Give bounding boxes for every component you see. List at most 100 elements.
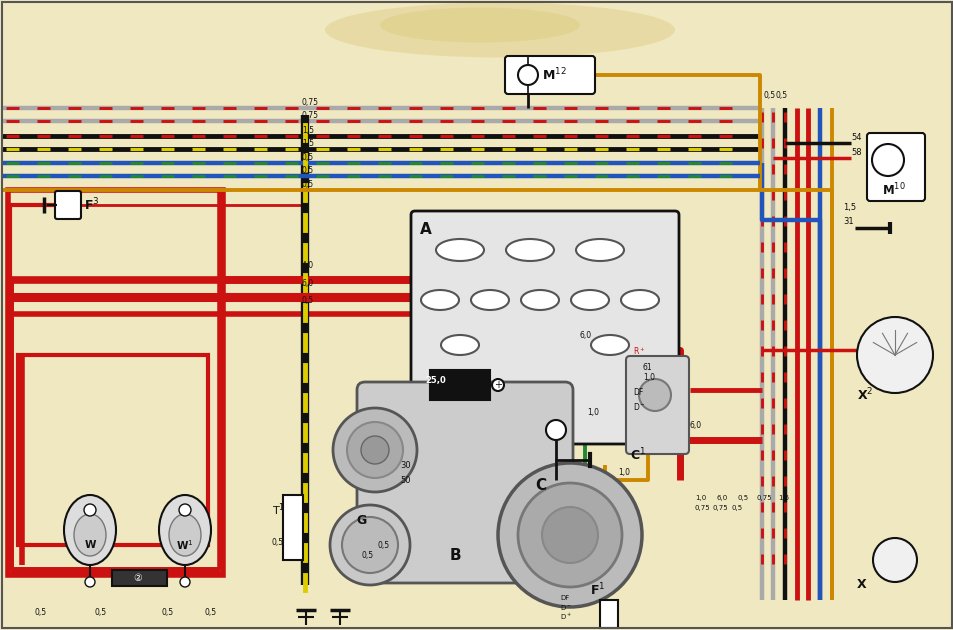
- Bar: [599, 600, 618, 628]
- Circle shape: [84, 504, 96, 516]
- Text: C$^1$: C$^1$: [629, 447, 645, 463]
- Text: ②: ②: [133, 573, 142, 583]
- Text: 0,5: 0,5: [361, 551, 374, 560]
- Circle shape: [333, 408, 416, 492]
- Text: R$^+$: R$^+$: [633, 345, 645, 357]
- Circle shape: [871, 144, 903, 176]
- Text: 1,0: 1,0: [695, 495, 705, 501]
- Circle shape: [492, 379, 503, 391]
- Text: 0,75: 0,75: [302, 98, 318, 107]
- Ellipse shape: [620, 290, 659, 310]
- Circle shape: [545, 420, 565, 440]
- FancyBboxPatch shape: [866, 133, 924, 201]
- Ellipse shape: [64, 495, 116, 565]
- Text: 1,5: 1,5: [302, 139, 314, 148]
- Circle shape: [341, 517, 397, 573]
- Text: 6,0: 6,0: [302, 279, 314, 288]
- Ellipse shape: [576, 239, 623, 261]
- Text: 1,5: 1,5: [302, 126, 314, 135]
- FancyBboxPatch shape: [356, 382, 573, 583]
- Text: 0,5: 0,5: [205, 608, 217, 617]
- Circle shape: [330, 505, 410, 585]
- Text: 0,75: 0,75: [757, 495, 772, 501]
- Text: B: B: [450, 547, 461, 563]
- Text: 0,5: 0,5: [302, 296, 314, 305]
- Circle shape: [360, 436, 389, 464]
- Ellipse shape: [471, 290, 509, 310]
- Text: 0,5: 0,5: [763, 91, 776, 100]
- Text: DF: DF: [559, 595, 569, 601]
- Text: 6,0: 6,0: [579, 331, 592, 340]
- Ellipse shape: [325, 3, 675, 57]
- Text: 6,0: 6,0: [717, 495, 727, 501]
- Text: 0,5: 0,5: [775, 91, 787, 100]
- Text: 30: 30: [399, 461, 410, 470]
- Circle shape: [180, 577, 190, 587]
- Text: F$^1$: F$^1$: [589, 581, 605, 598]
- Text: 1,0: 1,0: [618, 468, 629, 477]
- Text: +: +: [494, 380, 501, 390]
- Circle shape: [541, 507, 598, 563]
- FancyBboxPatch shape: [625, 356, 688, 454]
- Ellipse shape: [159, 495, 211, 565]
- Text: 0,5: 0,5: [377, 541, 390, 550]
- Text: D$^+$: D$^+$: [559, 612, 572, 622]
- Text: A: A: [419, 222, 432, 237]
- Circle shape: [179, 504, 191, 516]
- Text: W$^1$: W$^1$: [176, 538, 193, 552]
- Text: 0,5: 0,5: [731, 505, 742, 511]
- Bar: [283, 495, 303, 560]
- Ellipse shape: [520, 290, 558, 310]
- Text: 0,75: 0,75: [695, 505, 710, 511]
- Ellipse shape: [590, 335, 628, 355]
- Ellipse shape: [420, 290, 458, 310]
- Ellipse shape: [571, 290, 608, 310]
- Circle shape: [517, 483, 621, 587]
- Bar: [18, 355, 208, 545]
- Text: 1,0: 1,0: [642, 373, 655, 382]
- Ellipse shape: [169, 514, 201, 556]
- Text: 50: 50: [399, 476, 410, 485]
- Text: 0,75: 0,75: [712, 505, 728, 511]
- Text: 58: 58: [850, 148, 861, 157]
- Ellipse shape: [74, 514, 106, 556]
- Text: 0,5: 0,5: [35, 608, 47, 617]
- Text: 0,5: 0,5: [302, 166, 314, 175]
- Text: 54: 54: [850, 133, 861, 142]
- Text: 1,5: 1,5: [842, 203, 855, 212]
- Text: T$^1$: T$^1$: [272, 501, 285, 518]
- Text: X: X: [856, 578, 865, 592]
- Text: 0,5: 0,5: [95, 608, 107, 617]
- Bar: [430, 370, 490, 400]
- Circle shape: [347, 422, 402, 478]
- Bar: [112, 570, 167, 586]
- Text: 0,5: 0,5: [302, 153, 314, 162]
- Text: X$^2$: X$^2$: [856, 387, 872, 403]
- Text: D$^-$: D$^-$: [633, 401, 645, 412]
- Text: 0,5: 0,5: [162, 608, 174, 617]
- Circle shape: [497, 463, 641, 607]
- Text: 0,5: 0,5: [302, 180, 314, 189]
- FancyBboxPatch shape: [411, 211, 679, 444]
- Text: 0,5: 0,5: [272, 538, 284, 547]
- Circle shape: [872, 538, 916, 582]
- Text: 0,75: 0,75: [302, 111, 318, 120]
- Text: 31: 31: [842, 217, 853, 226]
- Ellipse shape: [379, 8, 579, 42]
- Circle shape: [639, 379, 670, 411]
- Ellipse shape: [440, 335, 478, 355]
- Text: 6,0: 6,0: [689, 421, 701, 430]
- Text: DF: DF: [633, 388, 642, 397]
- Circle shape: [856, 317, 932, 393]
- Text: C: C: [535, 478, 545, 493]
- Text: 25,0: 25,0: [424, 375, 445, 384]
- Text: G: G: [355, 513, 366, 527]
- Bar: [8, 190, 223, 575]
- Text: 1,5: 1,5: [778, 495, 788, 501]
- Text: W: W: [84, 540, 95, 550]
- Text: 0,5: 0,5: [738, 495, 748, 501]
- Circle shape: [517, 65, 537, 85]
- Text: 4,0: 4,0: [302, 261, 314, 270]
- FancyBboxPatch shape: [504, 56, 595, 94]
- Text: M$^{12}$: M$^{12}$: [541, 67, 566, 83]
